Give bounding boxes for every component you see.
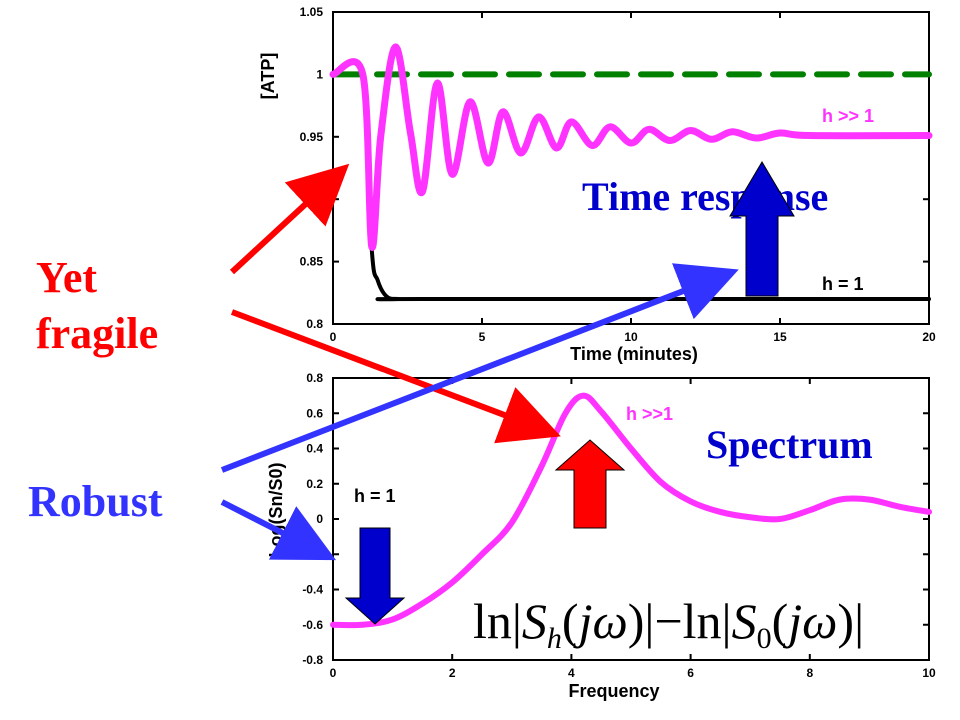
spectrum-chart: 0 2 4 6 8 10 0.80.60.40.20-0.2-0.4-0.6-0.8 Fr… — [266, 371, 936, 701]
x-tick-label: 10 — [922, 666, 936, 680]
label-h-much-greater-bottom: h >>1 — [626, 404, 673, 424]
x-tick-label: 8 — [806, 666, 813, 680]
y-tick-label: 0.4 — [306, 442, 323, 456]
down-arrow-blue-icon — [344, 527, 406, 625]
x-tick-label: 10 — [624, 330, 638, 344]
x-tick-label: 0 — [330, 666, 337, 680]
y-tick-label: 0.95 — [300, 130, 324, 144]
arrow-robust-to-spectrum-low — [220, 499, 337, 561]
series-spectrum-line — [330, 392, 932, 629]
y-tick-label: 0.2 — [306, 477, 323, 491]
bottom-chart-title: Spectrum — [706, 422, 873, 467]
arrow-fragile-to-time-oscillation — [229, 163, 350, 275]
label-h-much-greater-top: h >> 1 — [822, 106, 874, 126]
top-x-axis-label: Time (minutes) — [570, 344, 698, 364]
yet-label: Yet — [36, 253, 97, 302]
y-tick-label: -0.6 — [302, 618, 323, 632]
arrow-fragile-to-spectrum-peak — [230, 309, 561, 444]
x-tick-label: 6 — [687, 666, 694, 680]
x-tick-label: 5 — [479, 330, 486, 344]
y-tick-label: -0.4 — [302, 583, 323, 597]
fragile-label: fragile — [36, 309, 158, 358]
y-tick-label: 1 — [316, 67, 323, 81]
bottom-x-axis-label: Frequency — [568, 681, 659, 701]
up-arrow-red-icon — [554, 439, 626, 529]
bottom-y-axis-label: Log(Sn/S0) — [266, 463, 286, 558]
x-tick-label: 4 — [568, 666, 575, 680]
label-h-equals-1-top: h = 1 — [822, 274, 864, 294]
y-tick-label: 0.85 — [300, 255, 324, 269]
formula-text: ln|Sh(jω)|−ln|S0(jω)| — [473, 593, 864, 655]
y-tick-label: 0.8 — [306, 371, 323, 385]
x-tick-label: 20 — [922, 330, 936, 344]
top-y-axis-label: [ATP] — [258, 53, 278, 100]
label-h-equals-1-bottom: h = 1 — [354, 486, 396, 506]
x-tick-label: 15 — [773, 330, 787, 344]
y-tick-label: 0.8 — [306, 317, 323, 331]
y-tick-label: -0.8 — [302, 653, 323, 667]
arrow-robust-to-time-response — [220, 263, 739, 473]
spectrum-formula: ln|Sh(jω)|−ln|S0(jω)| — [473, 593, 864, 655]
robust-label: Robust — [28, 477, 163, 526]
y-tick-label: 1.05 — [300, 5, 324, 19]
up-arrow-blue-icon — [729, 161, 795, 297]
y-tick-label: 0.6 — [306, 406, 323, 420]
series-h-much-greater-1-line — [329, 43, 933, 251]
x-tick-label: 0 — [330, 330, 337, 344]
x-tick-label: 2 — [449, 666, 456, 680]
y-tick-label: 0 — [316, 512, 323, 526]
